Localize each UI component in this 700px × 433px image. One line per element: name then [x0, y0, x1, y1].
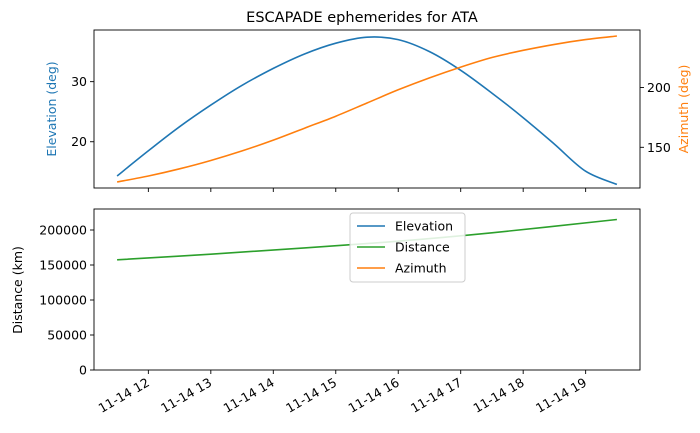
- x-tick-label: 11-14 17: [408, 375, 464, 416]
- distance-tick-label: 150000: [39, 258, 87, 273]
- azimuth-tick-label: 150: [647, 140, 671, 155]
- azimuth-tick-label: 200: [647, 80, 671, 95]
- legend-box: [349, 212, 466, 283]
- azimuth-axis-label: Azimuth (deg): [676, 65, 691, 154]
- bottom-plot-frame: [93, 208, 641, 371]
- legend-label-elevation: Elevation: [395, 219, 453, 234]
- distance-tick-label: 100000: [39, 293, 87, 308]
- x-tick-label: 11-14 13: [158, 375, 214, 416]
- x-tick-label: 11-14 12: [96, 375, 152, 416]
- elevation-tick-label: 30: [71, 74, 87, 89]
- x-tick-label: 11-14 18: [471, 375, 527, 416]
- top-plot-frame: [93, 29, 641, 189]
- x-tick-label: 11-14 15: [283, 375, 339, 416]
- distance-tick-label: 0: [79, 363, 87, 378]
- top-panel: ESCAPADE ephemerides for ATA 2030150200 …: [44, 10, 691, 192]
- elevation-axis-label: Elevation (deg): [44, 61, 59, 156]
- distance-axis-label: Distance (km): [10, 246, 25, 334]
- azimuth-line: [116, 35, 617, 183]
- legend: Elevation Distance Azimuth: [349, 212, 466, 283]
- distance-tick-label: 50000: [47, 328, 87, 343]
- chart-title: ESCAPADE ephemerides for ATA: [246, 10, 478, 26]
- x-tick-label: 11-14 14: [221, 375, 277, 416]
- legend-label-distance: Distance: [395, 240, 450, 255]
- legend-label-azimuth: Azimuth: [395, 261, 447, 276]
- x-tick-label: 11-14 16: [346, 375, 402, 416]
- x-tick-label: 11-14 19: [533, 375, 589, 416]
- distance-tick-label: 200000: [39, 223, 87, 238]
- elevation-tick-label: 20: [71, 134, 87, 149]
- elevation-line: [116, 36, 618, 186]
- bottom-panel: 0 50000 100000 150000 200000 Distance (km) E…: [10, 208, 641, 378]
